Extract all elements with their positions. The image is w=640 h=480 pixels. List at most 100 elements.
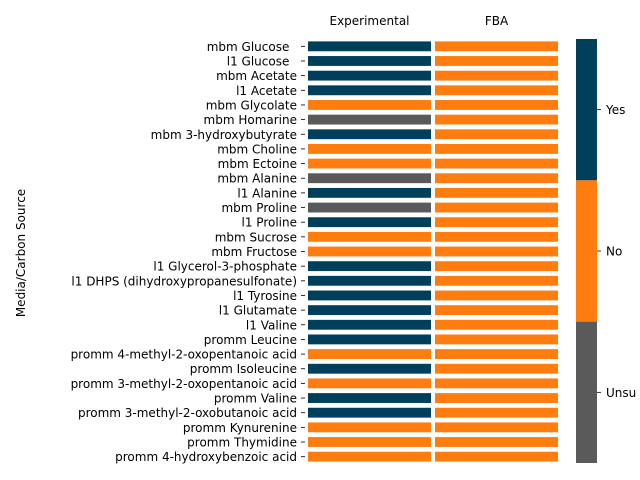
heatmap-cell — [435, 349, 558, 360]
heatmap-cell — [435, 422, 558, 433]
heatmap-cell — [435, 70, 558, 81]
heatmap-cell — [435, 158, 558, 169]
colorbar: Yes No Unsu — [576, 39, 636, 463]
heatmap-cell — [435, 231, 558, 242]
row-label: promm 3-methyl-2-oxopentanoic acid — [71, 377, 297, 391]
row-label: l1 Tyrosine — [233, 289, 297, 303]
colorbar-label: No — [606, 245, 622, 259]
heatmap-cell — [435, 363, 558, 374]
row-label: promm 4-hydroxybenzoic acid — [115, 450, 297, 464]
row-label: mbm Proline — [221, 201, 297, 215]
heatmap-cell — [308, 305, 431, 316]
heatmap-cell — [308, 246, 431, 257]
heatmap-cell — [435, 173, 558, 184]
column-header-experimental: Experimental — [329, 14, 409, 28]
heatmap-cell — [308, 422, 431, 433]
heatmap-cell — [435, 407, 558, 418]
heatmap-cell — [435, 217, 558, 228]
heatmap-cell — [308, 231, 431, 242]
heatmap-cell — [435, 275, 558, 286]
heatmap-cell — [308, 70, 431, 81]
heatmap-cell — [435, 129, 558, 140]
heatmap-cell — [308, 378, 431, 389]
row-label: promm Kynurenine — [183, 421, 297, 435]
row-label: mbm Sucrose — [215, 230, 297, 244]
heatmap-cell — [435, 290, 558, 301]
heatmap-cell — [435, 143, 558, 154]
row-label: mbm 3-hydroxybutyrate — [151, 128, 297, 142]
row-label: l1 Glycerol-3-phosphate — [153, 260, 297, 274]
heatmap-cell — [308, 41, 431, 52]
heatmap-cell — [435, 85, 558, 96]
colorbar-segment-no — [576, 180, 597, 322]
heatmap-cell — [308, 393, 431, 403]
heatmap-cell — [435, 202, 558, 213]
row-label: mbm Glycolate — [206, 98, 297, 112]
row-label: promm 3-methyl-2-oxobutanoic acid — [78, 406, 297, 420]
row-label: mbm Glucose — [207, 40, 297, 54]
colorbar-segment-yes — [576, 39, 597, 181]
row-label: l1 Alanine — [237, 186, 297, 200]
heatmap-cell — [435, 378, 558, 389]
heatmap-cell — [435, 334, 558, 345]
heatmap-cell — [435, 56, 558, 66]
heatmap-cell — [308, 187, 431, 198]
heatmap-cell — [435, 393, 558, 403]
heatmap-cell — [308, 202, 431, 213]
heatmap-cell — [435, 319, 558, 330]
row-label: promm Leucine — [204, 333, 297, 347]
row-label: promm Valine — [214, 392, 297, 406]
row-label: mbm Ectoine — [218, 157, 297, 171]
heatmap-cell — [308, 407, 431, 418]
row-label: l1 Acetate — [236, 84, 297, 98]
row-label: mbm Homarine — [204, 113, 297, 127]
heatmap-cell — [308, 158, 431, 169]
row-label: l1 Glucose — [227, 54, 297, 68]
column-headers: Experimental FBA — [329, 14, 508, 28]
row-label: promm 4-methyl-2-oxopentanoic acid — [71, 348, 297, 362]
heatmap-cell — [435, 100, 558, 110]
row-label: mbm Choline — [217, 142, 297, 156]
row-label: l1 DHPS (dihydroxypropanesulfonate) — [71, 274, 297, 288]
heatmap-cell — [308, 349, 431, 360]
heatmap-cell — [308, 217, 431, 228]
colorbar-label: Yes — [605, 103, 625, 117]
row-label: promm Isoleucine — [190, 362, 297, 376]
heatmap-cell — [435, 246, 558, 257]
row-label: mbm Acetate — [216, 69, 297, 83]
heatmap-cell — [308, 173, 431, 184]
heatmap-cell — [308, 363, 431, 374]
row-label: l1 Valine — [246, 318, 297, 332]
row-label: l1 Proline — [242, 216, 297, 230]
heatmap-cell — [308, 334, 431, 345]
row-label: promm Thymidine — [187, 436, 297, 450]
heatmap-cell — [435, 437, 558, 447]
colorbar-label: Unsu — [606, 386, 636, 400]
row-label: mbm Alanine — [217, 172, 297, 186]
heatmap-cell — [308, 290, 431, 301]
heatmap-cell — [435, 305, 558, 316]
row-label: mbm Fructose — [211, 245, 297, 259]
heatmap-cell — [308, 114, 431, 125]
colorbar-segment-unsure — [576, 321, 597, 463]
heatmap-cell — [308, 100, 431, 110]
heatmap-cell — [435, 187, 558, 198]
heatmap-cell — [308, 437, 431, 447]
heatmap-cell — [435, 114, 558, 125]
heatmap-cell — [308, 275, 431, 286]
heatmap-cell — [435, 451, 558, 462]
heatmap-cells — [308, 41, 558, 462]
row-label: l1 Glutamate — [219, 304, 297, 318]
heatmap-cell — [435, 41, 558, 52]
heatmap-cell — [308, 261, 431, 272]
heatmap-cell — [435, 261, 558, 272]
heatmap-cell — [308, 85, 431, 96]
heatmap-cell — [308, 56, 431, 66]
heatmap-cell — [308, 319, 431, 330]
heatmap-cell — [308, 129, 431, 140]
heatmap-cell — [308, 451, 431, 462]
column-header-fba: FBA — [485, 14, 509, 28]
heatmap-cell — [308, 143, 431, 154]
